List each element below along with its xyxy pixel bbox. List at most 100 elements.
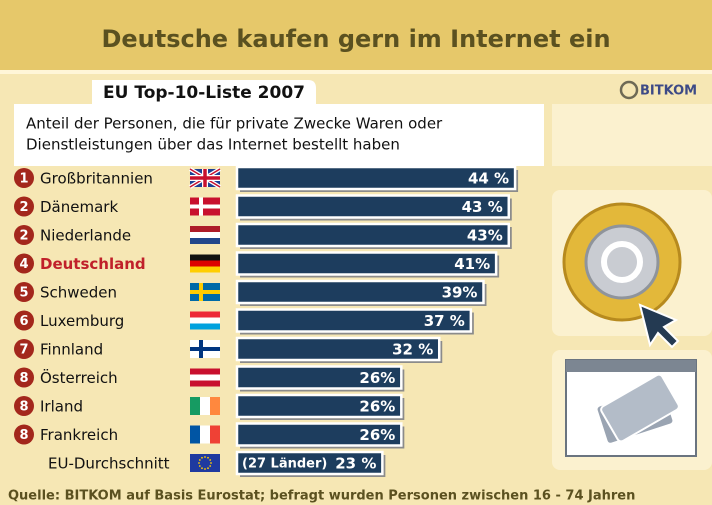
rank: 8 <box>19 371 28 386</box>
category-label: Deutschland <box>40 255 146 273</box>
value-label: 26% <box>359 369 395 387</box>
value-label: 37 % <box>424 312 465 330</box>
at-sign <box>601 241 643 283</box>
flag <box>200 425 210 444</box>
flag <box>190 226 220 232</box>
rank: 6 <box>19 314 28 329</box>
value-label: 39% <box>442 284 478 302</box>
rank-badge <box>14 339 34 359</box>
value-label: 26% <box>359 426 395 444</box>
value-label: 44 % <box>468 170 509 188</box>
value-label: 41% <box>454 255 490 273</box>
flag <box>210 462 212 464</box>
title-band <box>0 0 712 70</box>
bar <box>235 450 384 476</box>
chart-title: Deutsche kaufen gern im Internet ein <box>101 25 610 53</box>
flag <box>190 238 220 244</box>
flag <box>190 232 220 238</box>
flag <box>198 459 201 461</box>
bar <box>235 251 498 276</box>
bar <box>235 422 403 447</box>
rank-badge <box>14 424 34 445</box>
rank: 7 <box>19 343 28 358</box>
bar <box>235 336 441 362</box>
description: Dienstleistungen über das Internet beste… <box>26 136 400 154</box>
flag <box>190 317 220 324</box>
rank-badge <box>14 310 34 331</box>
flag <box>190 169 220 187</box>
value-label: 26% <box>359 398 395 416</box>
flag <box>200 397 210 415</box>
annotation: (27 Länder) <box>242 457 327 472</box>
bar <box>235 194 511 219</box>
flag <box>201 467 203 470</box>
logo-icon <box>619 80 639 100</box>
category-label: Irland <box>40 398 83 416</box>
flag <box>209 465 212 467</box>
bar <box>235 393 403 419</box>
flag <box>209 459 212 461</box>
flag <box>190 340 220 358</box>
bar <box>235 279 485 305</box>
flag <box>190 323 220 330</box>
rank-badge <box>14 225 34 245</box>
flag <box>190 197 220 216</box>
cursor <box>638 303 680 349</box>
rank-badge <box>14 367 34 388</box>
flag <box>198 465 201 467</box>
subtitle: EU Top-10-Liste 2007 <box>103 83 305 103</box>
value-label: 32 % <box>392 341 433 359</box>
value-label: 43% <box>467 227 503 245</box>
flag <box>201 456 203 459</box>
bar <box>235 165 517 191</box>
rank: 2 <box>19 200 28 215</box>
flag <box>207 456 209 459</box>
source: Quelle: BITKOM auf Basis Eurostat; befra… <box>8 489 635 504</box>
flag <box>198 462 200 464</box>
value-label: 23 % <box>335 455 376 473</box>
rank-badge <box>14 168 34 188</box>
flag <box>210 397 220 415</box>
flag <box>210 425 220 444</box>
flag <box>190 260 220 267</box>
flag <box>204 456 206 458</box>
flag <box>190 283 220 301</box>
rank-badge <box>14 253 34 274</box>
bar <box>235 365 403 390</box>
side-panel <box>552 104 712 166</box>
flag <box>190 374 220 381</box>
rank-badge <box>14 282 34 302</box>
description-box <box>14 104 544 166</box>
value-label: 43 % <box>462 198 503 216</box>
flag <box>190 397 200 415</box>
rank-badge <box>14 196 34 217</box>
flag <box>190 266 220 273</box>
category-label: Österreich <box>40 368 118 387</box>
category-label: Luxemburg <box>40 312 124 330</box>
coin-center <box>584 224 660 300</box>
rank: 2 <box>19 229 28 244</box>
logo: BITKOM <box>640 84 697 99</box>
bar <box>235 222 511 248</box>
category-label: Finnland <box>40 341 103 359</box>
flag <box>190 380 220 387</box>
rank: 5 <box>19 286 28 301</box>
divider <box>0 70 712 74</box>
flag <box>190 368 220 375</box>
flag <box>207 467 209 470</box>
banknote <box>600 373 680 443</box>
category-label: Großbritannien <box>40 170 153 188</box>
flag <box>190 311 220 318</box>
rank: 1 <box>19 172 28 187</box>
rank: 8 <box>19 428 28 443</box>
flag <box>204 468 206 470</box>
category-label: Niederlande <box>40 227 131 245</box>
window-bar <box>566 360 696 372</box>
category-label: Frankreich <box>40 426 118 444</box>
category-label: EU-Durchschnitt <box>48 455 170 473</box>
rank: 4 <box>19 257 28 272</box>
subtitle-tab <box>92 80 316 104</box>
rank: 8 <box>19 400 28 415</box>
category-label: Schweden <box>40 284 117 302</box>
